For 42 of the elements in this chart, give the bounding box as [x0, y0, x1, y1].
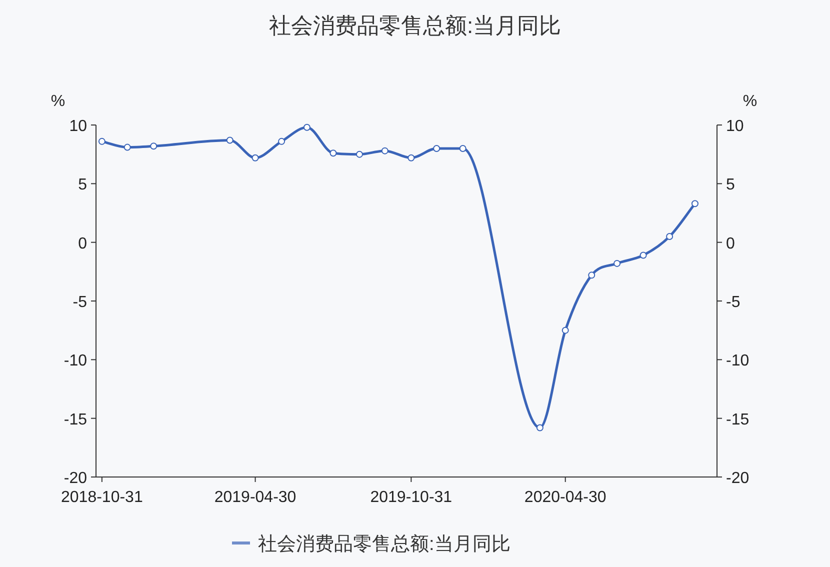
point	[98, 138, 106, 145]
point	[303, 124, 310, 131]
y-tick-label: -10	[64, 352, 88, 370]
y-axis-title: %	[50, 93, 66, 110]
legend-label: 社会消费品零售总额:当月同比	[258, 533, 510, 555]
x-tick-label: 2019-10-31	[370, 489, 452, 506]
y-tick-label: -15	[64, 411, 88, 428]
x-tick-label: 2020-04-30	[524, 489, 606, 506]
point	[536, 424, 544, 432]
point	[562, 326, 569, 334]
point	[150, 142, 158, 150]
y2-tick-label: -10	[726, 352, 750, 370]
y2-tick-label: -20	[726, 470, 750, 487]
y-tick-label: -20	[64, 470, 88, 487]
y2-tick-label: 5	[726, 176, 735, 194]
y-tick-label: 10	[69, 118, 88, 135]
point	[640, 252, 647, 259]
y2-axis-title: %	[742, 93, 758, 110]
point	[278, 138, 286, 145]
point	[226, 136, 234, 144]
y-tick-label: -5	[72, 294, 88, 311]
point	[459, 144, 466, 152]
y-tick-label: 0	[78, 235, 88, 252]
point	[356, 150, 363, 158]
y2-tick-label: -15	[726, 411, 750, 428]
y2-tick-label: 10	[726, 118, 744, 135]
point	[433, 144, 440, 152]
point	[408, 154, 415, 162]
y2-tick-label: 0	[726, 235, 735, 252]
point	[666, 232, 674, 240]
point	[381, 147, 388, 154]
point	[691, 200, 698, 208]
x-tick-label: 2019-04-30	[214, 489, 296, 506]
point	[588, 272, 596, 279]
point	[252, 154, 259, 162]
point	[330, 150, 337, 157]
point	[124, 144, 131, 151]
y-tick-label: 5	[78, 176, 88, 194]
y2-tick-label: -5	[726, 294, 740, 311]
x-tick-label: 2018-10-31	[61, 489, 143, 506]
point	[614, 260, 621, 267]
chart-title: 社会消费品零售总额:当月同比	[268, 13, 562, 38]
